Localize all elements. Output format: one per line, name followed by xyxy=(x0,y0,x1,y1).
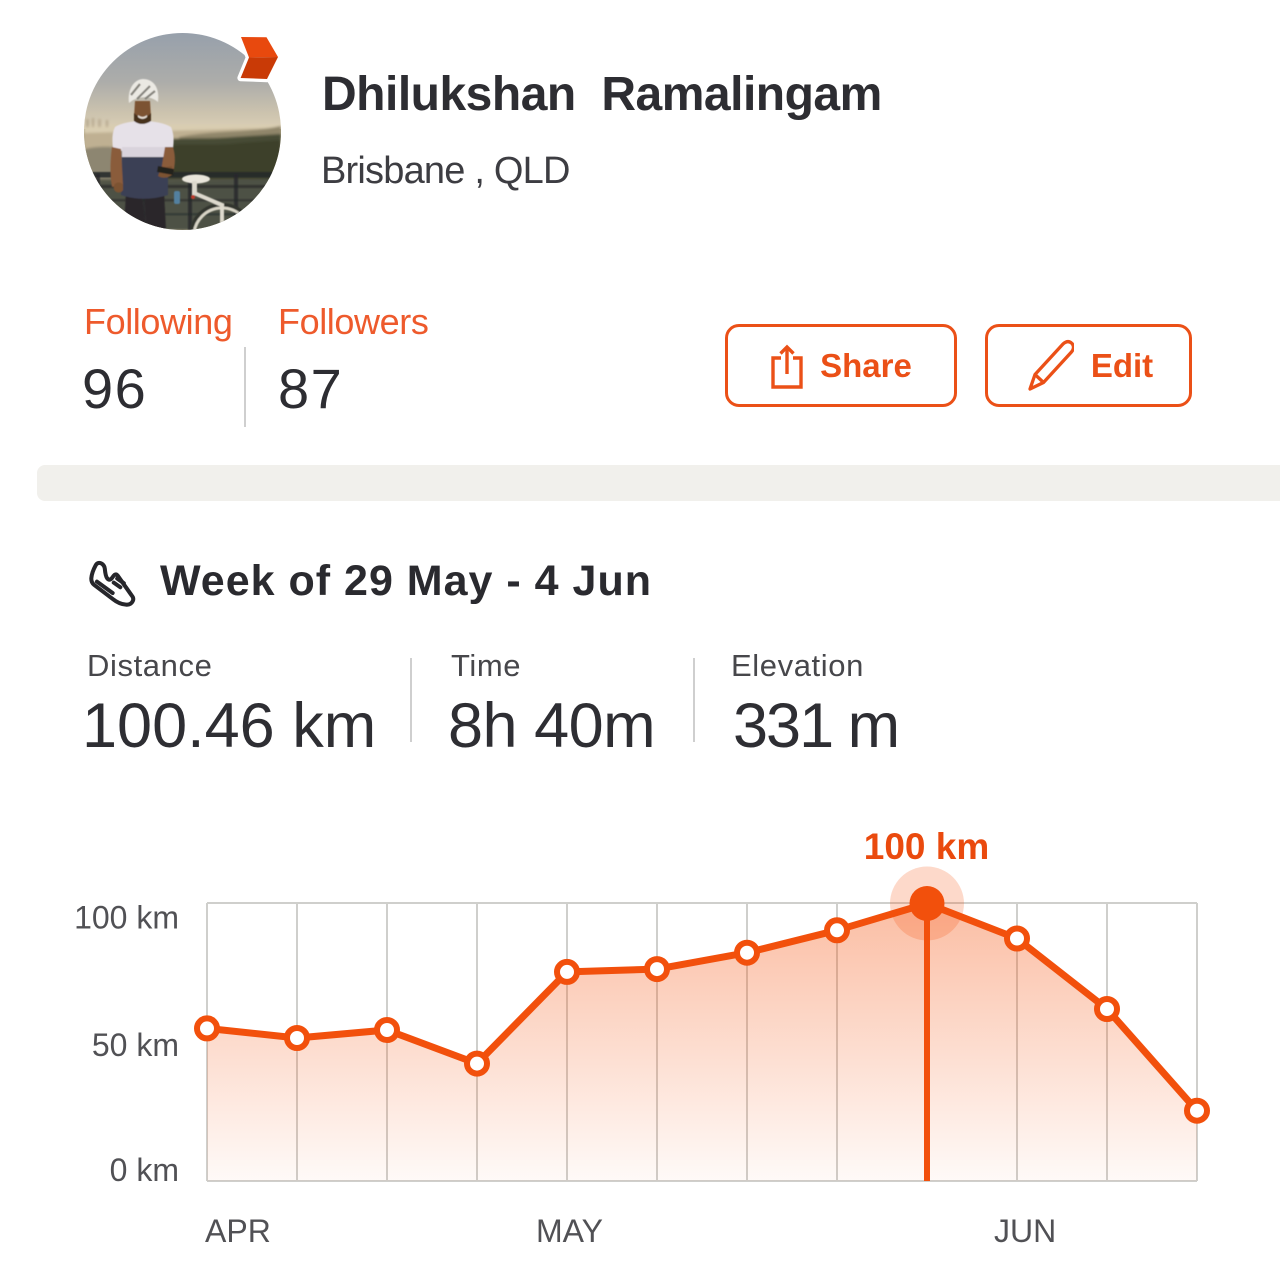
svg-text:MAY: MAY xyxy=(536,1213,603,1249)
svg-text:100 km: 100 km xyxy=(74,900,179,936)
svg-text:0 km: 0 km xyxy=(110,1152,179,1188)
svg-text:APR: APR xyxy=(205,1213,271,1249)
svg-text:50 km: 50 km xyxy=(92,1027,179,1063)
svg-text:100 km: 100 km xyxy=(864,826,990,867)
svg-text:JUN: JUN xyxy=(994,1213,1056,1249)
